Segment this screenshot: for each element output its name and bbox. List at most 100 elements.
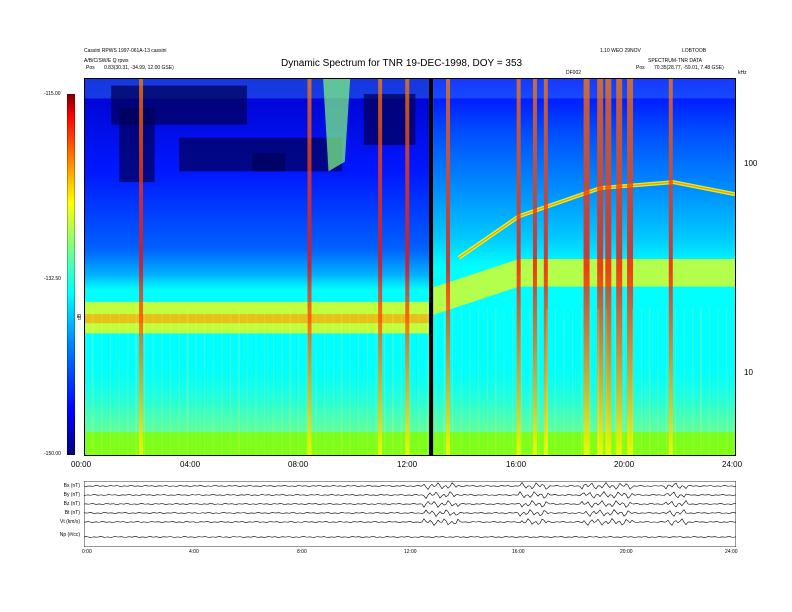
striation-59 [520, 308, 522, 456]
colorbar [67, 94, 75, 455]
striation-25 [272, 308, 274, 456]
colorbar-unit-label: dB [77, 313, 83, 320]
header-info-left-1: Cassini RPWS 1997-061A-13 cassini [84, 48, 167, 54]
header-info-left-2: A/B/C/SW/E Q rpws [84, 58, 129, 64]
xaxis-tick-0400: 04:00 [180, 460, 201, 469]
colorbar-tick-mid: -132.50 [44, 276, 61, 282]
striation-46 [426, 308, 428, 456]
striation-77 [648, 308, 650, 456]
striation-69 [598, 308, 600, 456]
striation-65 [563, 308, 565, 456]
striation-55 [495, 308, 497, 456]
striation-13 [187, 308, 189, 456]
bright-column-3 [405, 78, 410, 456]
striation-63 [546, 308, 548, 456]
plasma-line-early-core [84, 314, 430, 324]
dark-patch-2 [119, 108, 155, 183]
striation-75 [640, 308, 642, 456]
striation-12 [178, 308, 180, 456]
striation-10 [161, 308, 163, 456]
xaxis-tick-1600: 16:00 [506, 460, 527, 469]
panel-label-bx: Bx (nT) [63, 483, 80, 489]
diagonal-streak [323, 78, 351, 172]
striation-33 [332, 308, 334, 456]
striation-32 [324, 308, 326, 456]
striation-20 [238, 308, 240, 456]
dark-patch-3 [252, 153, 286, 172]
bottom-band [84, 432, 736, 456]
striation-22 [246, 308, 248, 456]
striation-17 [212, 308, 214, 456]
bright-column-0 [139, 78, 144, 456]
striation-84 [700, 308, 702, 456]
striation-34 [341, 308, 343, 456]
striation-31 [315, 308, 317, 456]
colorbar-tick-bottom: -150.00 [44, 451, 61, 457]
striation-57 [503, 308, 505, 456]
xaxis-tick-0000: 00:00 [71, 460, 92, 469]
panel-label-by: By (nT) [63, 492, 80, 498]
striation-89 [91, 308, 93, 456]
striation-73 [623, 308, 625, 456]
striation-7 [135, 308, 137, 456]
striation-1 [92, 308, 94, 456]
panel-label-vt: Vt (km/s) [60, 519, 80, 525]
bright-column-5 [516, 78, 521, 456]
striation-61 [538, 308, 540, 456]
panel-series-line-5 [84, 536, 736, 538]
striation-48 [444, 308, 446, 456]
striation-4 [118, 308, 120, 456]
striation-51 [460, 308, 462, 456]
striation-44 [409, 308, 411, 456]
striation-68 [589, 308, 591, 456]
striation-37 [358, 308, 360, 456]
panel-series-line-3 [84, 509, 736, 517]
striation-39 [375, 308, 377, 456]
striation-29 [298, 308, 300, 456]
striation-79 [666, 308, 668, 456]
striation-71 [606, 308, 608, 456]
bright-column-10 [605, 78, 612, 456]
panel-label-bz: Bz (nT) [63, 501, 80, 507]
panel-series-line-4 [84, 518, 736, 526]
bright-column-12 [627, 78, 634, 456]
striation-6 [136, 308, 138, 456]
striation-27 [290, 308, 292, 456]
striation-53 [478, 308, 480, 456]
striation-9 [152, 308, 154, 456]
striation-45 [418, 308, 420, 456]
striation-0 [84, 308, 85, 456]
striation-23 [255, 308, 257, 456]
striation-35 [340, 308, 342, 456]
pos-left-value: 0.83(30.31, -34.99, 12.00 GSE) [104, 65, 174, 71]
bright-column-13 [668, 78, 673, 456]
striation-8 [144, 308, 146, 456]
striation-50 [452, 308, 454, 456]
pos-right-label: Pos [636, 65, 645, 71]
bright-column-11 [616, 78, 623, 456]
striation-81 [683, 308, 685, 456]
striation-5 [127, 308, 129, 456]
spectrogram-plot [84, 78, 736, 456]
bright-column-9 [597, 78, 604, 456]
striation-16 [204, 308, 206, 456]
bright-column-1 [307, 78, 312, 456]
striation-58 [512, 308, 514, 456]
data-gap [429, 78, 434, 456]
panel-xtick-4: 16:00 [512, 549, 525, 555]
striation-52 [469, 308, 471, 456]
striation-26 [281, 308, 283, 456]
header-info-right-1: 1.10 WEO 29NOV [600, 48, 641, 54]
timeseries-panels [84, 481, 736, 547]
xaxis-tick-2000: 20:00 [614, 460, 635, 469]
striation-85 [708, 308, 710, 456]
striation-67 [580, 308, 582, 456]
panel-series-line-0 [84, 481, 736, 490]
pos-left-label: Pos [86, 65, 95, 71]
xaxis-tick-1200: 12:00 [397, 460, 418, 469]
striation-11 [170, 308, 172, 456]
striation-54 [486, 308, 488, 456]
panel-xtick-0: 0:00 [82, 549, 92, 555]
striation-36 [349, 308, 351, 456]
xaxis-tick-0800: 08:00 [288, 460, 309, 469]
